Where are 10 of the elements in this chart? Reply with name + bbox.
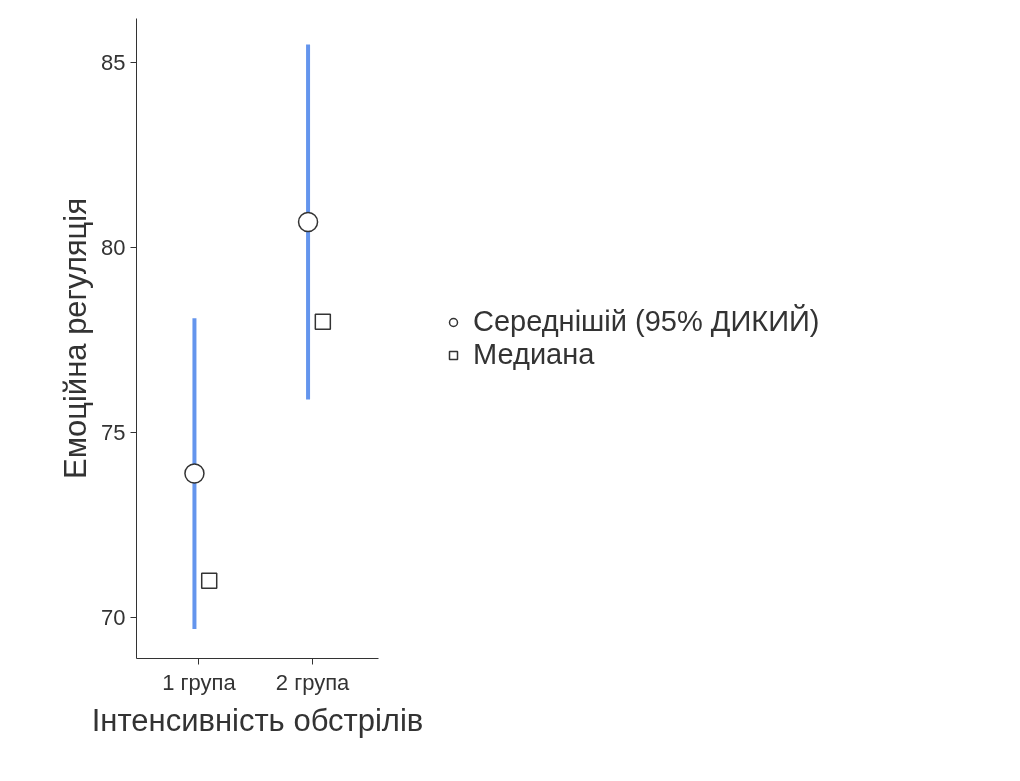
y-axis-title: Емоційна регуляція bbox=[58, 197, 94, 480]
legend-label: Медиана bbox=[473, 338, 595, 371]
y-tick-label: 85 bbox=[101, 50, 126, 76]
legend-label: Середнішій (95% ДИКИЙ) bbox=[473, 305, 820, 338]
x-axis-title: Інтенсивність обстрілів bbox=[91, 702, 424, 738]
y-tick-label: 80 bbox=[101, 235, 126, 261]
x-tick-label: 2 група bbox=[275, 669, 351, 695]
y-tick-label: 70 bbox=[101, 605, 126, 631]
y-tick-label: 75 bbox=[101, 420, 126, 446]
x-tick-label: 1 група bbox=[162, 669, 237, 695]
